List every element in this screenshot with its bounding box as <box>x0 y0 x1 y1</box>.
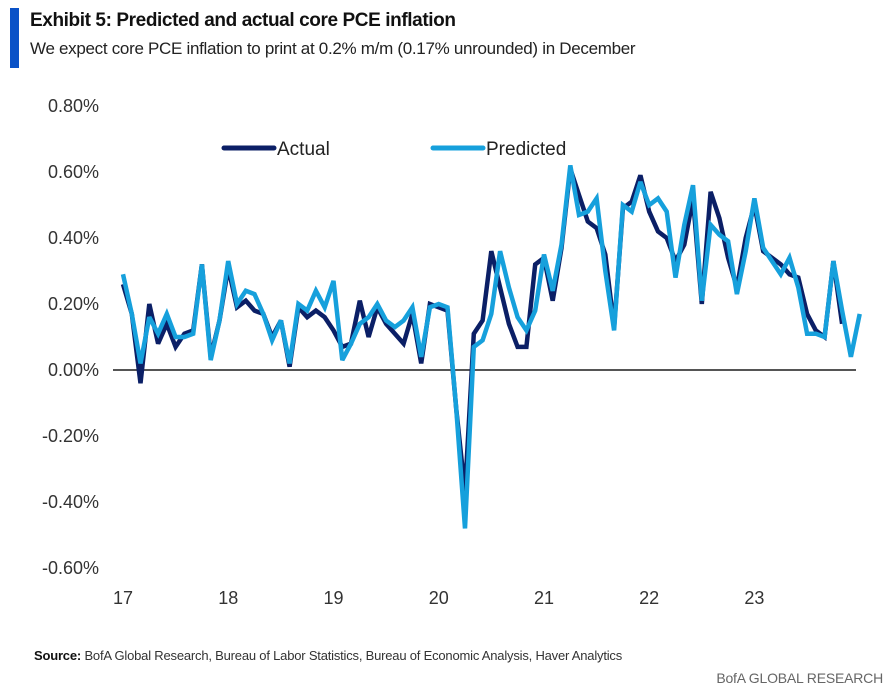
title-accent-bar <box>10 8 19 68</box>
x-tick-label: 20 <box>429 588 449 608</box>
y-tick-label: 0.20% <box>48 294 99 314</box>
source-text: BofA Global Research, Bureau of Labor St… <box>84 648 623 663</box>
brand-footer: BofA GLOBAL RESEARCH <box>716 670 883 686</box>
chart-title: Exhibit 5: Predicted and actual core PCE… <box>30 10 456 31</box>
source-note: Source: BofA Global Research, Bureau of … <box>34 648 622 663</box>
source-label: Source: <box>34 648 82 663</box>
y-tick-label: 0.80% <box>48 96 99 116</box>
series-line-actual <box>120 167 845 493</box>
y-tick-label: -0.60% <box>42 558 99 578</box>
x-tick-label: 23 <box>744 588 764 608</box>
x-axis: 17 18 19 20 21 22 23 <box>113 588 764 608</box>
y-axis: 0.80% 0.60% 0.40% 0.20% 0.00% -0.20% -0.40% -0.… <box>42 96 99 578</box>
y-tick-label: 0.00% <box>48 360 99 380</box>
x-tick-label: 17 <box>113 588 133 608</box>
chart-subtitle: We expect core PCE inflation to print at… <box>30 39 636 58</box>
y-tick-label: -0.40% <box>42 492 99 512</box>
x-tick-label: 22 <box>639 588 659 608</box>
y-tick-label: -0.20% <box>42 426 99 446</box>
legend-actual-label: Actual <box>277 139 330 160</box>
legend: Actual Predicted <box>221 139 566 160</box>
series-layer <box>120 165 862 529</box>
y-tick-label: 0.60% <box>48 162 99 182</box>
legend-predicted-label: Predicted <box>486 139 566 160</box>
x-tick-label: 19 <box>323 588 343 608</box>
x-tick-label: 18 <box>218 588 238 608</box>
y-tick-label: 0.40% <box>48 228 99 248</box>
series-line-predicted <box>120 165 862 529</box>
x-tick-label: 21 <box>534 588 554 608</box>
